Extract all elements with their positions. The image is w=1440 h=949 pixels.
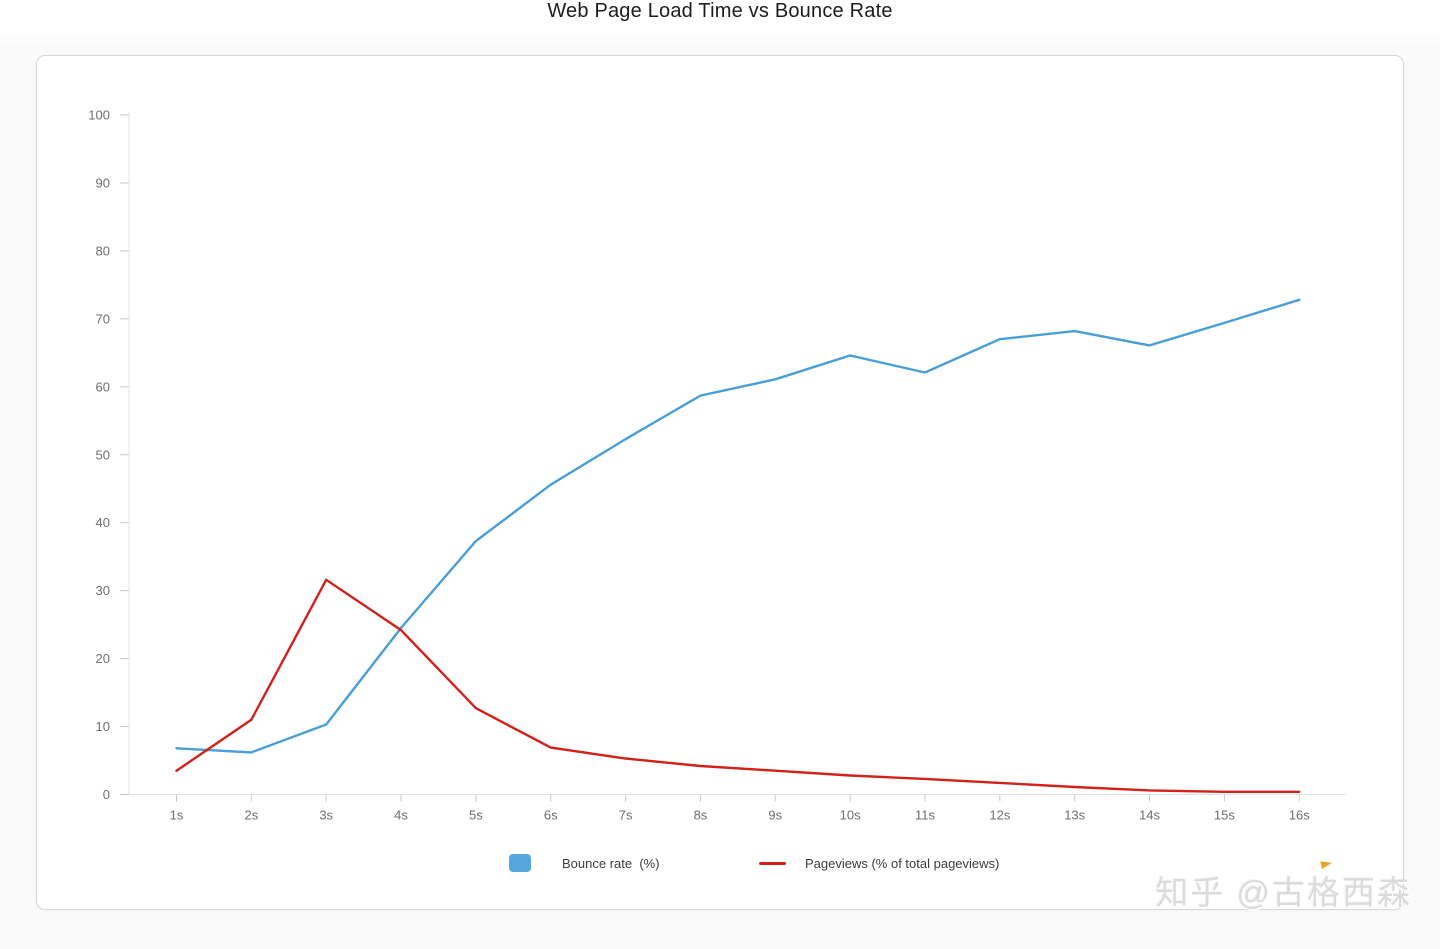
series-line-bounce-rate bbox=[175, 298, 1301, 754]
x-axis-tick-label: 3s bbox=[319, 808, 333, 823]
y-axis-tick-label: 90 bbox=[96, 175, 110, 190]
y-axis-tick-label: 40 bbox=[96, 515, 110, 530]
x-axis-tick-label: 10s bbox=[840, 808, 861, 823]
y-axis-tick-label: 30 bbox=[96, 583, 110, 598]
x-axis-tick-label: 6s bbox=[544, 808, 558, 823]
x-axis-tick-label: 7s bbox=[619, 808, 633, 823]
y-axis-tick-label: 100 bbox=[88, 108, 110, 123]
x-axis-tick-label: 9s bbox=[768, 808, 782, 823]
bounce-rate-swatch-icon bbox=[509, 854, 531, 872]
x-axis-tick-label: 2s bbox=[244, 808, 258, 823]
x-axis-tick-label: 13s bbox=[1064, 808, 1085, 823]
legend-label-bounce-rate: Bounce rate (%) bbox=[562, 855, 660, 871]
x-axis-tick-label: 8s bbox=[694, 808, 708, 823]
x-axis-tick-label: 4s bbox=[394, 808, 408, 823]
x-axis-tick-label: 1s bbox=[170, 808, 184, 823]
y-axis-tick-label: 50 bbox=[96, 447, 110, 462]
legend-label-pageviews: Pageviews (% of total pageviews) bbox=[805, 855, 1000, 871]
y-axis-tick-label: 10 bbox=[96, 719, 110, 734]
pageviews-line-swatch-icon bbox=[759, 861, 786, 865]
legend-item-pageviews[interactable]: Pageviews (% of total pageviews) bbox=[759, 853, 999, 873]
x-axis-tick-label: 16s bbox=[1289, 808, 1310, 823]
x-axis-tick-label: 14s bbox=[1139, 808, 1160, 823]
x-axis-tick-label: 11s bbox=[915, 808, 935, 823]
series-line-pageviews bbox=[175, 578, 1301, 793]
y-axis-tick-label: 60 bbox=[96, 379, 110, 394]
page-title: Web Page Load Time vs Bounce Rate bbox=[547, 0, 893, 22]
legend-item-bounce-rate[interactable]: Bounce rate (%) bbox=[509, 853, 660, 873]
y-axis-tick-label: 70 bbox=[96, 311, 110, 326]
y-axis-tick-label: 80 bbox=[96, 243, 110, 258]
y-axis-tick-label: 0 bbox=[103, 787, 110, 802]
x-axis-tick-label: 12s bbox=[989, 808, 1010, 823]
y-axis-tick-label: 20 bbox=[96, 651, 110, 666]
watermark: 知乎 @古格西森 bbox=[1155, 874, 1412, 911]
x-axis-tick-label: 15s bbox=[1214, 808, 1235, 823]
x-axis-tick-label: 5s bbox=[469, 808, 483, 823]
